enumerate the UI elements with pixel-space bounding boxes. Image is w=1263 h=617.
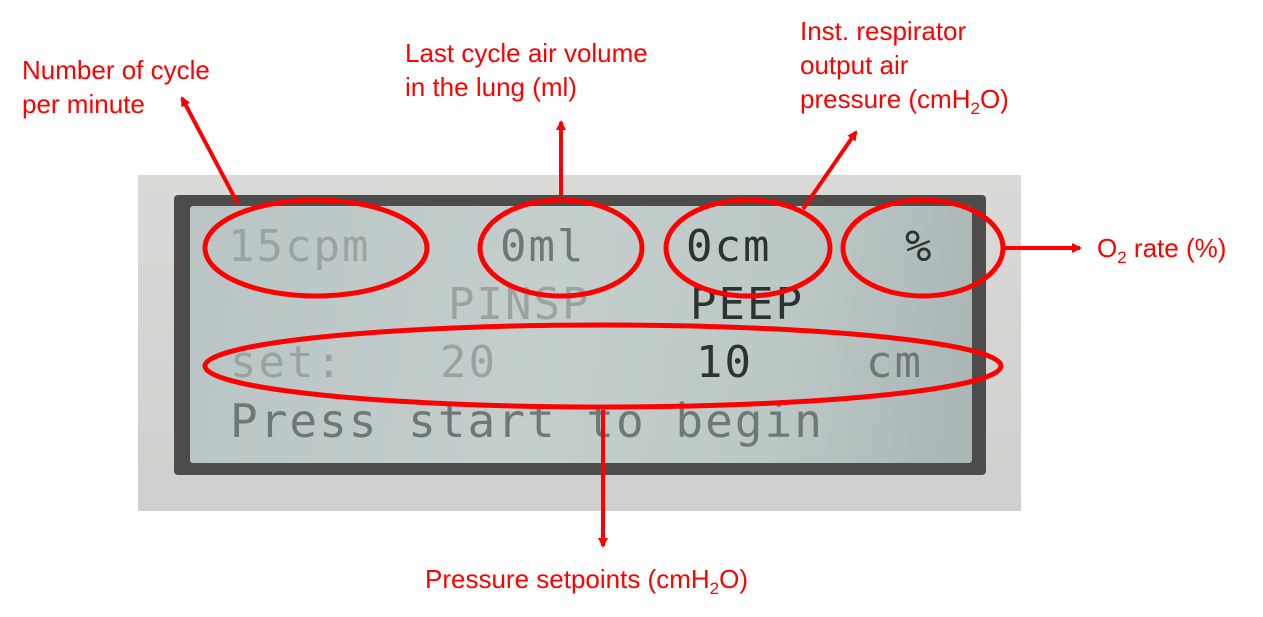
volume-ellipse	[477, 197, 645, 299]
lcd-volume-value: 0ml	[500, 221, 586, 272]
pressure-annotation: Inst. respirator output air pressure (cm…	[800, 16, 1009, 118]
setpoints-ellipse	[202, 322, 1004, 410]
pressure-arrow	[801, 130, 858, 211]
cycles-annotation: Number of cycle per minute	[22, 55, 210, 119]
setpoints-annotation: Pressure setpoints (cmH2O)	[425, 564, 749, 598]
lcd-o2-value: %	[905, 221, 934, 272]
cycles-ellipse	[202, 197, 430, 299]
cycles-arrow	[180, 96, 240, 205]
lcd-cycles-value: 15cpm	[228, 221, 371, 272]
lcd-pressure-value: 0cm	[686, 221, 772, 272]
pressure-annotation-unit-line: pressure (cmH2O)	[800, 84, 1009, 118]
lcd-message: Press start to begin	[230, 394, 824, 448]
lcd-pinsp-value: 20	[440, 337, 497, 388]
volume-annotation: Last cycle air volume in the lung (ml)	[405, 38, 648, 102]
pressure-ellipse	[663, 197, 833, 299]
o2-annotation: O2 rate (%)	[1097, 233, 1227, 267]
lcd-unit: cm	[866, 337, 923, 388]
lcd-peep-value: 10	[696, 337, 753, 388]
o2-ellipse	[840, 197, 1006, 299]
